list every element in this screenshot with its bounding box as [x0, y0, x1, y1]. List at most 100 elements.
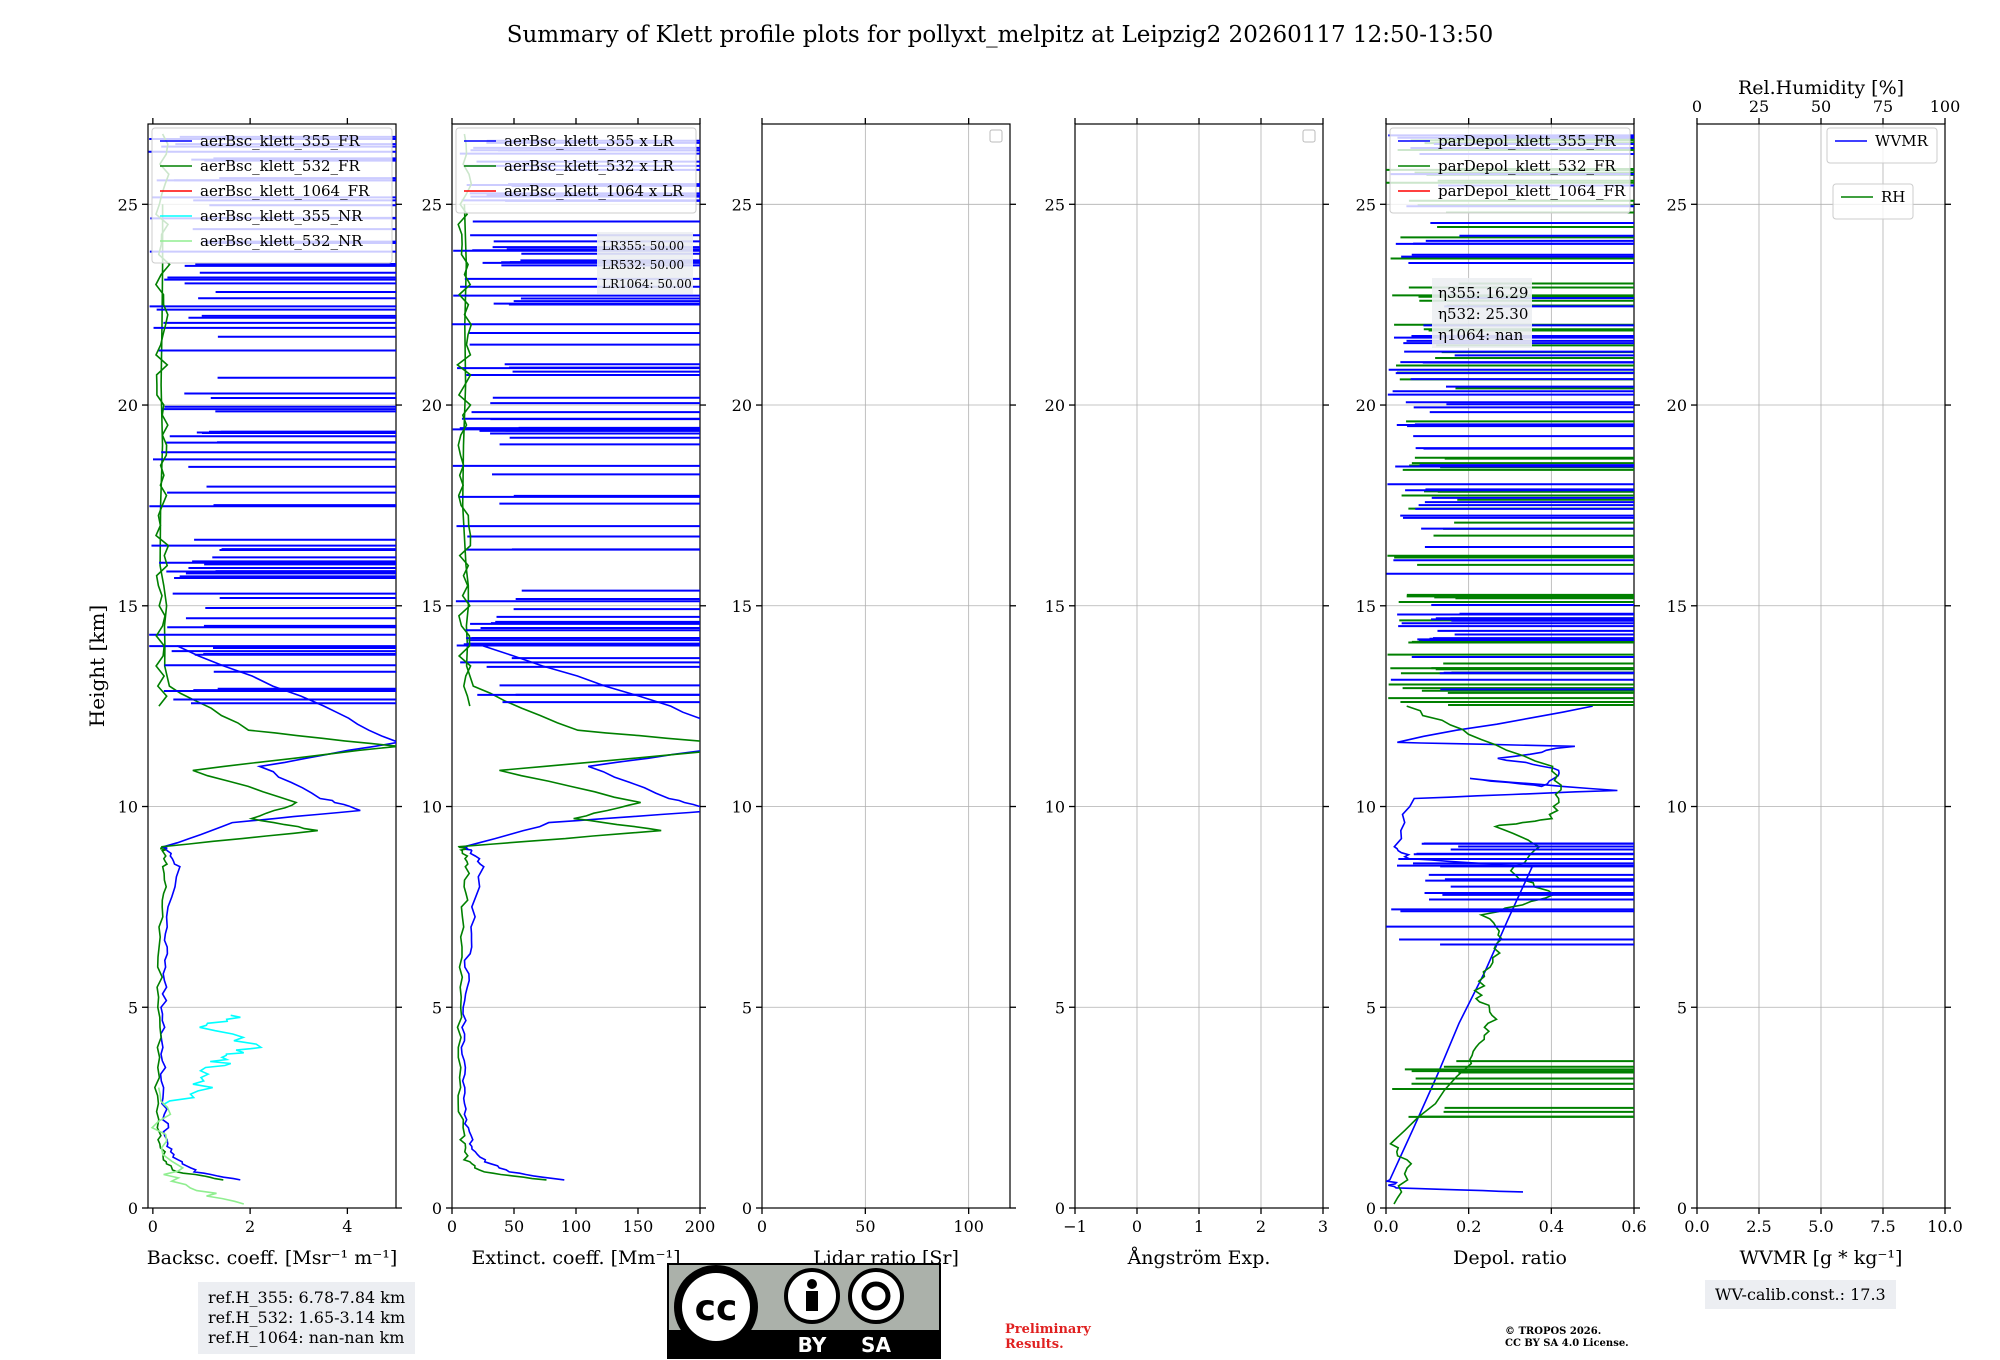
- sa-icon-arrow: [861, 1281, 891, 1311]
- ytick-label: 20: [1356, 396, 1376, 415]
- xtick-label: 0: [1132, 1217, 1142, 1236]
- eta-value: η1064: nan: [1438, 326, 1524, 344]
- rh-tick-label: 100: [1930, 97, 1961, 116]
- series-line-parDepol-klett-532-FR: [1389, 705, 1562, 1205]
- ytick-label: 5: [1677, 998, 1687, 1017]
- ytick-label: 10: [1045, 798, 1065, 817]
- legend-frame: [151, 127, 393, 264]
- empty-legend: [989, 129, 1003, 143]
- eta-box-frame: [1432, 278, 1532, 348]
- copyright-line-2: CC BY SA 4.0 License.: [1505, 1338, 1629, 1349]
- rh-tick-label: 50: [1811, 97, 1831, 116]
- ytick-label: 15: [732, 597, 752, 616]
- rh-tick-label: 25: [1749, 97, 1769, 116]
- y-axis-label: Height [km]: [85, 605, 109, 727]
- legend-wvmr: WVMR: [1826, 127, 1938, 164]
- lr-box-frame: [597, 232, 693, 294]
- axes-frame: [1385, 123, 1635, 1209]
- ytick-label: 5: [128, 998, 138, 1017]
- xtick-label: 2: [1256, 1217, 1266, 1236]
- ref-height-355: ref.H_355: 6.78-7.84 km: [208, 1288, 406, 1307]
- legend-entry: parDepol_klett_355_FR: [1438, 132, 1616, 150]
- xtick-label: 0: [148, 1217, 158, 1236]
- rh-axis-label: Rel.Humidity [%]: [1738, 77, 1904, 99]
- legend-entry: aerBsc_klett_532_FR: [200, 157, 360, 175]
- xtick-label: 1: [1194, 1217, 1204, 1236]
- ytick-label: 15: [422, 597, 442, 616]
- xtick-label: 0.6: [1621, 1217, 1646, 1236]
- legend-extinction: aerBsc_klett_355 x LR aerBsc_klett_532 x …: [455, 127, 697, 214]
- ytick-label: 25: [1667, 195, 1687, 214]
- ref-height-532: ref.H_532: 1.65-3.14 km: [208, 1308, 406, 1327]
- lr-value: LR355: 50.00: [602, 239, 684, 253]
- by-icon-head: [807, 1279, 817, 1289]
- xlabel-panel-2: Extinct. coeff. [Mm⁻¹]: [471, 1247, 680, 1269]
- ytick-label: 25: [1356, 195, 1376, 214]
- ytick-label: 10: [1356, 798, 1376, 817]
- xtick-label: 2: [245, 1217, 255, 1236]
- cc-logo-inner: [682, 1273, 750, 1341]
- by-icon-body: [806, 1291, 818, 1311]
- legend-entry: aerBsc_klett_355 x LR: [504, 132, 675, 150]
- xtick-label: −1: [1063, 1217, 1087, 1236]
- ytick-label: 20: [422, 396, 442, 415]
- rh-tick-label: 0: [1692, 97, 1702, 116]
- empty-legend: [1302, 129, 1316, 143]
- ytick-label: 10: [422, 798, 442, 817]
- eta-value: η532: 25.30: [1438, 305, 1528, 323]
- grid-panel-3: [761, 124, 1010, 1208]
- ytick-label: 0: [742, 1199, 752, 1218]
- ytick-label: 15: [1045, 597, 1065, 616]
- series-line-aerBsc-klett-355-NR: [162, 1014, 264, 1109]
- ytick-label: 20: [118, 396, 138, 415]
- noise-355-extinction: [452, 139, 700, 704]
- ytick-label: 5: [1366, 998, 1376, 1017]
- ytick-label: 20: [1667, 396, 1687, 415]
- legend-entry: WVMR: [1875, 132, 1929, 150]
- legend-frame: [455, 127, 697, 214]
- xlabel-panel-4: Ångström Exp.: [1127, 1247, 1271, 1269]
- legend-entry: aerBsc_klett_355_NR: [200, 207, 363, 225]
- noise-355-depol: [1386, 134, 1634, 691]
- preliminary-line-2: Results.: [1005, 1337, 1064, 1352]
- axes-frame: [761, 123, 1011, 1209]
- series-line-aerBsc-klett-532-x-LR: [456, 204, 700, 1181]
- series-line-aerBsc-klett-355-FR: [159, 645, 396, 1181]
- ref-height-1064: ref.H_1064: nan-nan km: [208, 1328, 405, 1347]
- series-line-aerBsc-klett-532-FR: [153, 204, 396, 1181]
- xtick-label: 0: [447, 1217, 457, 1236]
- xtick-label: 4: [342, 1217, 352, 1236]
- xtick-label: 0: [757, 1217, 767, 1236]
- ytick-label: 10: [118, 798, 138, 817]
- cc-logo-text: cc: [695, 1288, 738, 1329]
- xtick-label: 150: [623, 1217, 654, 1236]
- panel-5: 0 5 10 15 20 25 0.0 0.2 0.4 0.6 Depol. ratio parDep…: [1356, 118, 1647, 1269]
- ytick-label: 15: [1667, 597, 1687, 616]
- legend-entry: parDepol_klett_532_FR: [1438, 157, 1616, 175]
- legend-entry: aerBsc_klett_532 x LR: [504, 157, 675, 175]
- wv-calibration-box: WV-calib.const.: 17.3: [1705, 1280, 1896, 1309]
- xtick-label: 2.5: [1746, 1217, 1771, 1236]
- xtick-label: 200: [685, 1217, 716, 1236]
- copyright-note: © TROPOS 2026. CC BY SA 4.0 License.: [1505, 1326, 1629, 1350]
- legend-frame: [1832, 183, 1914, 220]
- ytick-label: 15: [118, 597, 138, 616]
- xlabel-panel-5: Depol. ratio: [1453, 1247, 1567, 1269]
- legend-depol: parDepol_klett_355_FR parDepol_klett_532_…: [1389, 127, 1631, 214]
- xtick-label: 0.0: [1373, 1217, 1398, 1236]
- sa-label: SA: [861, 1333, 891, 1357]
- panel-2: 0 5 10 15 20 25 0 50 100 150 200 Extinct. coeff. [M…: [422, 118, 716, 1269]
- xtick-label: 3: [1318, 1217, 1328, 1236]
- legend-frame: [1389, 127, 1631, 214]
- series-line-parDepol-klett-355-FR: [1386, 705, 1618, 1193]
- ytick-label: 25: [732, 195, 752, 214]
- grid-panel-1: [148, 203, 396, 1008]
- by-label: BY: [798, 1333, 827, 1357]
- legend-entry: aerBsc_klett_355_FR: [200, 132, 360, 150]
- figure-title: Summary of Klett profile plots for polly…: [506, 22, 1494, 48]
- ytick-label: 15: [1356, 597, 1376, 616]
- legend-entry: parDepol_klett_1064_FR: [1438, 182, 1626, 200]
- reference-height-box: ref.H_355: 6.78-7.84 km ref.H_532: 1.65-…: [198, 1282, 416, 1354]
- xlabel-panel-1: Backsc. coeff. [Msr⁻¹ m⁻¹]: [147, 1247, 398, 1269]
